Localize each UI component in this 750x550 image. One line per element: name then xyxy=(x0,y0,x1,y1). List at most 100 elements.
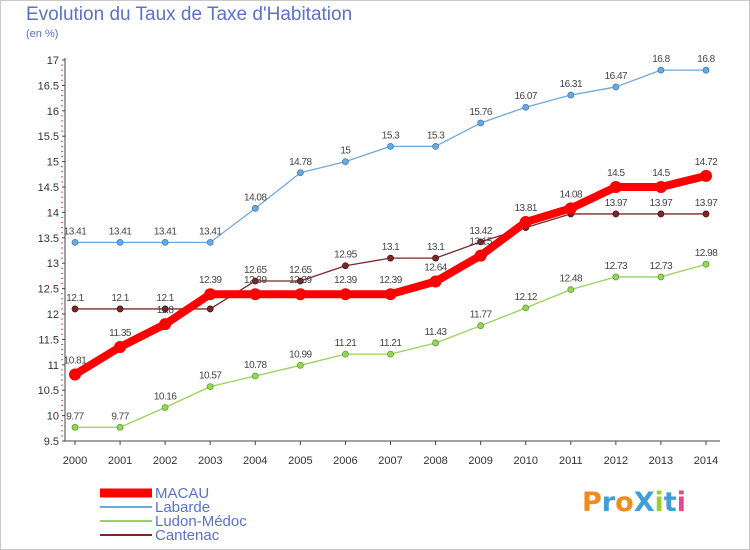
data-label-ludon-m-doc: 9.77 xyxy=(111,411,129,422)
data-label-cantenac: 12.1 xyxy=(156,293,174,304)
data-point-ludon-m-doc xyxy=(161,404,169,411)
data-point-macau xyxy=(700,169,712,182)
y-tick-label: 10.5 xyxy=(38,385,59,397)
x-tick-label: 2009 xyxy=(468,455,492,467)
data-label-macau: 12.64 xyxy=(424,262,447,273)
y-tick-label: 14.5 xyxy=(38,182,59,194)
x-tick-label: 2006 xyxy=(333,455,357,467)
data-point-labarde xyxy=(522,103,530,111)
data-label-cantenac: 13.97 xyxy=(605,198,628,209)
data-label-macau: 12.39 xyxy=(334,275,357,286)
data-point-ludon-m-doc xyxy=(71,423,79,431)
series-line-labarde xyxy=(74,69,707,244)
x-tick-label: 2007 xyxy=(378,455,402,467)
data-label-macau: 12.39 xyxy=(379,275,402,286)
data-point-cantenac xyxy=(161,305,169,313)
logo-letter: t xyxy=(663,487,677,518)
data-label-ludon-m-doc: 11.21 xyxy=(335,338,358,349)
data-point-labarde xyxy=(71,238,79,246)
data-point-macau xyxy=(474,249,487,262)
data-label-ludon-m-doc: 12.73 xyxy=(650,261,673,272)
x-tick-label: 2001 xyxy=(108,455,132,467)
data-label-labarde: 16.47 xyxy=(605,71,628,82)
x-tick-label: 2000 xyxy=(63,455,87,467)
y-tick-label: 11.5 xyxy=(38,334,59,346)
data-label-macau: 13.15 xyxy=(469,237,492,248)
data-label-ludon-m-doc: 11.43 xyxy=(425,327,448,338)
y-tick-label: 13.5 xyxy=(38,233,59,245)
data-label-labarde: 13.41 xyxy=(109,226,132,237)
data-label-labarde: 13.41 xyxy=(154,226,177,237)
y-tick-label: 15 xyxy=(47,157,59,169)
data-point-macau xyxy=(654,181,667,193)
data-label-labarde: 15.3 xyxy=(382,130,400,141)
logo-letter: X xyxy=(633,487,655,518)
x-tick-label: 2012 xyxy=(604,455,628,467)
data-point-ludon-m-doc xyxy=(251,372,259,380)
data-point-macau xyxy=(519,216,532,229)
data-point-labarde xyxy=(206,238,214,246)
legend-label-macau: MACAU xyxy=(155,485,209,502)
logo-letter: r xyxy=(601,487,616,518)
x-tick-label: 2005 xyxy=(288,455,312,467)
data-label-ludon-m-doc: 12.12 xyxy=(514,292,537,303)
data-point-macau xyxy=(249,288,262,301)
y-tick-label: 14 xyxy=(47,207,59,219)
data-point-ludon-m-doc xyxy=(612,273,620,281)
data-point-macau xyxy=(69,368,81,381)
unit-label: (en %) xyxy=(26,28,59,40)
data-label-ludon-m-doc: 11.77 xyxy=(470,310,493,321)
data-point-labarde xyxy=(432,142,439,150)
data-label-macau: 10.81 xyxy=(64,355,87,366)
data-point-ludon-m-doc xyxy=(477,322,485,330)
x-tick-label: 2004 xyxy=(243,455,267,467)
data-label-cantenac: 12.1 xyxy=(111,293,129,304)
y-tick-label: 15.5 xyxy=(38,131,59,143)
logo-letter: o xyxy=(615,487,634,518)
data-label-cantenac: 13.97 xyxy=(695,198,718,209)
data-label-ludon-m-doc: 10.99 xyxy=(289,349,312,360)
data-point-labarde xyxy=(657,66,665,74)
y-tick-label: 16.5 xyxy=(38,80,59,92)
data-point-labarde xyxy=(161,238,169,246)
data-point-cantenac xyxy=(477,238,485,246)
data-point-ludon-m-doc xyxy=(522,304,530,312)
data-point-macau xyxy=(204,288,217,301)
data-label-ludon-m-doc: 12.73 xyxy=(605,261,628,272)
data-point-macau xyxy=(159,318,172,331)
series-layer xyxy=(69,66,712,431)
data-point-labarde xyxy=(612,83,620,91)
data-point-macau xyxy=(429,275,442,288)
data-label-labarde: 14.78 xyxy=(289,157,312,168)
data-label-ludon-m-doc: 9.77 xyxy=(66,411,84,422)
data-label-cantenac: 13.42 xyxy=(469,226,492,237)
data-point-macau xyxy=(114,341,127,354)
data-label-macau: 11.8 xyxy=(157,305,175,316)
data-label-macau: 14.08 xyxy=(560,189,583,200)
data-point-ludon-m-doc xyxy=(702,260,710,268)
data-label-macau: 12.39 xyxy=(199,275,222,286)
data-point-macau xyxy=(564,202,577,215)
data-label-cantenac: 13.1 xyxy=(382,242,400,253)
data-point-ludon-m-doc xyxy=(432,339,439,347)
data-point-cantenac xyxy=(612,210,620,218)
y-tick-label: 12 xyxy=(47,309,59,321)
data-label-labarde: 13.41 xyxy=(199,226,222,237)
data-label-macau: 14.5 xyxy=(607,168,625,179)
data-point-cantenac xyxy=(702,210,710,218)
legend-label-ludon-m-doc: Ludon-Médoc xyxy=(155,513,247,530)
x-tick-label: 2014 xyxy=(694,455,718,467)
data-label-macau: 12.39 xyxy=(244,275,267,286)
data-label-cantenac: 12.95 xyxy=(334,250,357,261)
data-labels-layer: 13.41 13.41 13.41 13.41 14.08 14.78 15 15.3 15.3… xyxy=(64,54,719,422)
data-point-labarde xyxy=(116,238,124,246)
data-point-macau xyxy=(384,288,397,301)
logo-letter: i xyxy=(676,487,686,518)
data-point-ludon-m-doc xyxy=(296,361,304,369)
data-point-labarde xyxy=(567,91,575,99)
data-point-cantenac xyxy=(296,277,304,285)
data-label-labarde: 15 xyxy=(340,146,351,157)
data-point-labarde xyxy=(296,169,304,177)
data-label-labarde: 16.07 xyxy=(514,91,537,102)
data-label-labarde: 14.08 xyxy=(244,192,267,203)
